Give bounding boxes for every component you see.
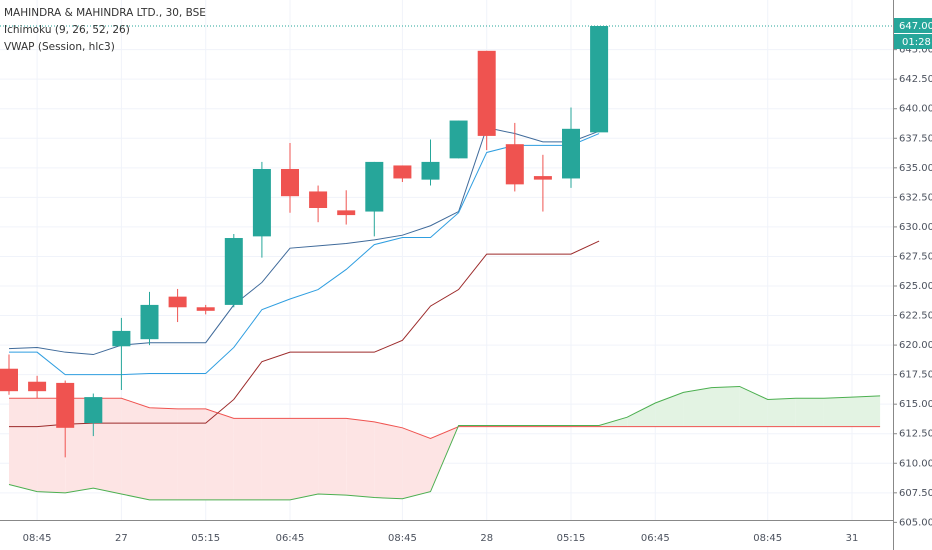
cloud-fill xyxy=(655,392,684,427)
symbol-title: MAHINDRA & MAHINDRA LTD., 30, BSE xyxy=(4,7,206,19)
y-tick-label: 607.50 xyxy=(899,488,932,499)
candle-body xyxy=(112,330,131,347)
candle-body xyxy=(505,144,524,185)
candle-body xyxy=(168,296,187,308)
last-price-badge xyxy=(894,18,932,33)
indicator-line xyxy=(9,133,600,376)
candle-body xyxy=(477,50,496,136)
candle-body xyxy=(224,238,243,305)
y-tick-label: 605.00 xyxy=(899,517,932,528)
cloud-fill xyxy=(402,427,431,499)
span-b-line xyxy=(9,397,881,439)
y-tick-label: 630.00 xyxy=(899,222,932,233)
cloud-fill xyxy=(233,418,262,500)
cloud-fill xyxy=(823,397,852,427)
y-tick-label: 642.50 xyxy=(899,74,932,85)
x-tick-label: 08:45 xyxy=(753,533,782,544)
y-tick-label: 637.50 xyxy=(899,133,932,144)
x-tick-label: 05:15 xyxy=(191,533,220,544)
cloud-fill xyxy=(261,418,290,500)
cloud-fill xyxy=(177,408,206,500)
candle-body xyxy=(309,191,328,208)
x-tick-label: 28 xyxy=(480,533,493,544)
candle-body xyxy=(252,169,271,237)
cloud-fill xyxy=(852,395,881,427)
candle-body xyxy=(84,397,103,424)
last-price-label: 647.00 xyxy=(899,21,932,32)
x-tick-label: 27 xyxy=(115,533,128,544)
cloud-fill xyxy=(149,407,178,500)
candle-body xyxy=(449,120,468,159)
candle-body xyxy=(421,161,440,180)
cloud-fill xyxy=(290,418,319,500)
y-tick-label: 610.00 xyxy=(899,458,932,469)
indicator-label: VWAP (Session, hlc3) xyxy=(4,41,115,53)
y-tick-label: 645.00 xyxy=(899,45,932,56)
x-tick-label: 06:45 xyxy=(276,533,305,544)
y-tick-label: 635.00 xyxy=(899,163,932,174)
x-tick-label: 31 xyxy=(846,533,859,544)
candle-body xyxy=(562,128,580,179)
candle-body xyxy=(0,368,18,392)
candle-body xyxy=(590,26,609,133)
countdown-badge xyxy=(894,34,932,49)
indicator-line xyxy=(9,240,600,428)
candle-body xyxy=(56,382,75,428)
candle-body xyxy=(533,176,552,180)
x-tick-label: 08:45 xyxy=(388,533,417,544)
y-tick-label: 615.00 xyxy=(899,399,932,410)
cloud-fill xyxy=(374,421,403,499)
cloud-fill xyxy=(711,386,740,427)
candle-body xyxy=(140,304,159,340)
candle-body xyxy=(365,161,384,212)
countdown-label: 01:28 xyxy=(902,37,931,48)
cloud-fill xyxy=(627,403,656,427)
candle-body xyxy=(337,210,356,216)
candle-body xyxy=(393,165,412,179)
cloud-fill xyxy=(318,418,347,496)
y-tick-label: 632.50 xyxy=(899,192,932,203)
candle-body xyxy=(196,307,215,311)
cloud-fill xyxy=(795,398,824,427)
y-tick-label: 612.50 xyxy=(899,429,932,440)
indicator-line xyxy=(8,127,600,356)
y-tick-label: 625.00 xyxy=(899,281,932,292)
cloud-fill xyxy=(121,398,150,500)
y-tick-label: 617.50 xyxy=(899,370,932,381)
cloud-fill xyxy=(767,398,796,427)
y-tick-label: 627.50 xyxy=(899,251,932,262)
x-tick-label: 05:15 xyxy=(557,533,586,544)
cloud-fill xyxy=(205,408,234,500)
y-tick-label: 620.00 xyxy=(899,340,932,351)
cloud-fill xyxy=(346,418,375,498)
x-tick-label: 06:45 xyxy=(641,533,670,544)
span-a-line xyxy=(8,385,881,501)
cloud-fill xyxy=(683,387,712,427)
candle-body xyxy=(28,381,47,392)
cloud-fill xyxy=(9,398,38,492)
y-tick-label: 622.50 xyxy=(899,311,932,322)
x-tick-label: 08:45 xyxy=(23,533,52,544)
y-tick-label: 640.00 xyxy=(899,104,932,115)
indicator-label: Ichimoku (9, 26, 52, 26) xyxy=(4,24,130,36)
candle-body xyxy=(281,169,299,197)
